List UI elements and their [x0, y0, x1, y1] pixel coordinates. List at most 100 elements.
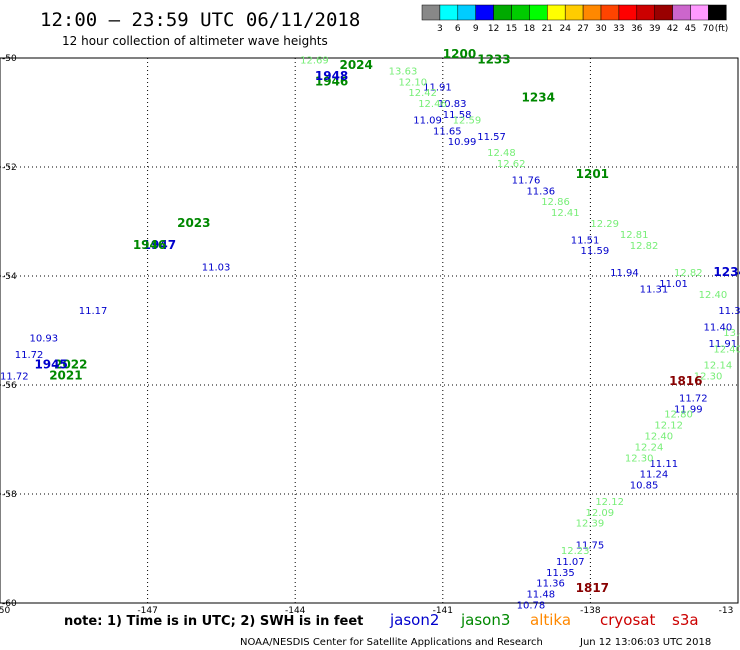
color-scale-swatch: [618, 4, 638, 21]
jason2-time-label: 1234: [713, 265, 740, 279]
jason3-point-label: 12.30: [625, 453, 654, 464]
jason2-point-label: 10.93: [30, 333, 59, 344]
color-scale-label: 39: [649, 24, 661, 34]
jason3-point-label: 12.41: [551, 208, 580, 219]
color-scale-label: 12: [488, 24, 499, 34]
jason3-point-label: 12.29: [590, 219, 619, 230]
chart-title: 12:00 – 23:59 UTC 06/11/2018: [40, 9, 360, 31]
jason2-point-label: 11.36: [536, 579, 565, 590]
color-scale-swatch: [672, 4, 691, 21]
color-scale-swatch: [636, 4, 655, 21]
legend-cryosat: cryosat: [600, 611, 655, 629]
jason2-point-label: 11.17: [79, 306, 108, 317]
color-scale-swatch: [439, 4, 459, 21]
y-tick-label: -54: [2, 272, 17, 282]
jason2-point-label: 11.31: [640, 284, 669, 295]
jason3-point-label: 12.62: [497, 159, 526, 170]
color-scale-label: 27: [577, 24, 588, 34]
legend-jason2: jason2: [389, 611, 439, 629]
jason3-point-label: 12.46: [418, 99, 447, 110]
footer-timestamp: Jun 12 13:06:03 UTC 2018: [579, 637, 711, 648]
jason2-point-label: 11.59: [581, 246, 610, 257]
jason2-point-label: 10.78: [517, 600, 546, 611]
jason2-point-label: 11.51: [571, 235, 600, 246]
jason3-time-label: 1200: [443, 47, 476, 61]
y-tick-label: -56: [2, 381, 17, 391]
jason3-point-label: 12.69: [300, 55, 329, 66]
y-tick-label: -60: [2, 599, 17, 609]
jason2-point-label: 11.91: [708, 339, 737, 350]
legend-altika: altika: [530, 611, 571, 629]
color-scale-swatch: [654, 4, 673, 21]
color-scale-label: 6: [455, 24, 461, 34]
chart-subtitle: 12 hour collection of altimeter wave hei…: [62, 34, 328, 48]
jason2-point-label: 10.99: [448, 137, 477, 148]
jason2-point-label: 11.57: [477, 132, 506, 143]
color-scale-label: 24: [559, 24, 571, 34]
x-tick-label: -150: [0, 606, 10, 616]
jason3-time-label: 2023: [177, 216, 210, 230]
jason3-point-label: 12.10: [399, 77, 428, 88]
color-scale-swatch: [529, 4, 548, 21]
jason3-time-label: 2024: [339, 58, 372, 72]
jason2-point-label: 11.94: [610, 268, 639, 279]
x-tick-label: -13: [719, 606, 734, 616]
jason3-time-label: 1946: [315, 74, 348, 88]
color-scale-swatch: [457, 4, 476, 21]
color-scale-label: 21: [542, 24, 553, 34]
jason3-point-label: 12.09: [585, 508, 614, 519]
jason3-point-label: 12.30: [694, 372, 723, 383]
jason2-time-label: 1947: [143, 238, 176, 252]
jason3-point-label: 12.82: [674, 268, 703, 279]
color-scale-swatch: [547, 4, 566, 21]
cryosat-time-label: 1817: [576, 581, 609, 595]
grid-lines: [0, 58, 738, 603]
jason2-time-label: 1948: [315, 69, 348, 83]
jason3-time-label: 1946: [133, 238, 166, 252]
jason2-point-label: 11.75: [576, 541, 605, 552]
jason3-point-label: 12.14: [704, 361, 733, 372]
jason3-time-label: 1201: [576, 167, 609, 181]
color-scale-swatch: [511, 4, 530, 21]
color-scale-label: 18: [524, 24, 536, 34]
jason3-point-label: 12.40: [699, 290, 728, 301]
color-scale-swatch: [600, 4, 620, 21]
jason2-point-label: 11.03: [202, 263, 231, 274]
color-scale-label: 15: [506, 24, 517, 34]
legend-s3a: s3a: [672, 611, 699, 629]
jason2-point-label: 11.48: [526, 590, 555, 601]
jason3-point-label: 12.80: [664, 410, 693, 421]
color-scale-label: 42: [667, 24, 678, 34]
jason2-point-label: 11.09: [413, 115, 442, 126]
plot-area: -150 -147 -144 -141 -138 -13 -50 -52 -54 -56 -58 -6…: [0, 47, 740, 616]
color-scale-label: 9: [473, 24, 479, 34]
jason2-point-label: 10.85: [630, 481, 659, 492]
jason3-point-label: 12.81: [620, 230, 649, 241]
jason3-point-label: 12.48: [487, 148, 516, 159]
jason3-point-label: 12.42: [408, 88, 437, 99]
y-tick-label: -58: [2, 490, 17, 500]
jason3-point-label: 13.63: [389, 66, 418, 77]
color-scale-swatch: [708, 4, 727, 21]
x-tick-label: -141: [433, 606, 453, 616]
jason2-point-label: 11.72: [0, 372, 29, 383]
jason3-point-label: 12.40: [645, 432, 674, 443]
jason2-point-label: 11.91: [423, 83, 452, 94]
color-scale-swatch: [690, 4, 709, 21]
jason3-point-label: 12.23: [561, 546, 590, 557]
jason2-point-label: 11.36: [526, 186, 555, 197]
cryosat-time-label: 1816: [669, 374, 702, 388]
jason3-point-label: 12.40: [713, 344, 740, 355]
jason3-point-label: 12.24: [635, 442, 664, 453]
jason2-point-label: 11.72: [679, 393, 708, 404]
jason2-point-label: 11.24: [640, 470, 669, 481]
jason2-point-label: 11.07: [556, 557, 585, 568]
color-scale-label: 3: [437, 24, 443, 34]
color-scale-swatch: [493, 4, 512, 21]
color-scale-swatch: [582, 4, 602, 21]
jason2-point-label: 11.65: [433, 126, 462, 137]
color-scale-label: 45: [685, 24, 696, 34]
note-text: note: 1) Time is in UTC; 2) SWH is in fe…: [64, 614, 363, 629]
color-scale-label: 33: [613, 24, 624, 34]
